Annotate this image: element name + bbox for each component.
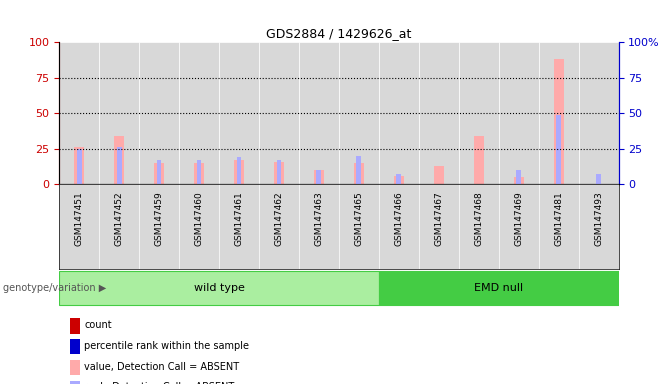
Text: GSM147466: GSM147466: [394, 191, 403, 246]
Bar: [556, 115, 561, 184]
Text: GSM147467: GSM147467: [434, 191, 443, 246]
Text: GSM147461: GSM147461: [234, 191, 243, 246]
Bar: [553, 59, 564, 184]
Bar: [474, 136, 484, 184]
Bar: [459, 42, 499, 184]
Text: GSM147469: GSM147469: [514, 191, 523, 246]
Bar: [74, 147, 84, 184]
Bar: [194, 163, 204, 184]
Bar: [70, 381, 80, 384]
Bar: [139, 42, 179, 184]
Text: GSM147452: GSM147452: [114, 191, 124, 246]
Bar: [70, 318, 80, 334]
Bar: [514, 177, 524, 184]
Bar: [99, 42, 139, 184]
Text: EMD null: EMD null: [474, 283, 523, 293]
Bar: [179, 42, 219, 184]
Bar: [393, 176, 404, 184]
Bar: [517, 170, 521, 184]
Text: GSM147468: GSM147468: [474, 191, 483, 246]
Bar: [59, 271, 379, 305]
Bar: [316, 170, 321, 184]
Bar: [116, 147, 122, 184]
Text: GSM147465: GSM147465: [355, 191, 363, 246]
Text: GSM147481: GSM147481: [554, 191, 563, 246]
Bar: [578, 42, 619, 184]
Bar: [114, 136, 124, 184]
Text: genotype/variation ▶: genotype/variation ▶: [3, 283, 107, 293]
Bar: [499, 42, 539, 184]
Bar: [434, 166, 443, 184]
Bar: [70, 360, 80, 375]
Text: percentile rank within the sample: percentile rank within the sample: [84, 341, 249, 351]
Bar: [70, 339, 80, 354]
Bar: [314, 170, 324, 184]
Title: GDS2884 / 1429626_at: GDS2884 / 1429626_at: [266, 26, 411, 40]
Bar: [396, 174, 401, 184]
Bar: [357, 156, 361, 184]
Text: GSM147460: GSM147460: [195, 191, 203, 246]
Bar: [154, 163, 164, 184]
Bar: [379, 42, 418, 184]
Bar: [259, 42, 299, 184]
Bar: [59, 42, 99, 184]
Bar: [596, 174, 601, 184]
Bar: [418, 42, 459, 184]
Bar: [234, 160, 244, 184]
Bar: [274, 162, 284, 184]
Bar: [299, 42, 339, 184]
Bar: [379, 271, 619, 305]
Bar: [539, 42, 578, 184]
Bar: [77, 149, 82, 184]
Bar: [219, 42, 259, 184]
Text: GSM147459: GSM147459: [155, 191, 164, 246]
Text: rank, Detection Call = ABSENT: rank, Detection Call = ABSENT: [84, 382, 235, 384]
Bar: [354, 163, 364, 184]
Text: GSM147463: GSM147463: [315, 191, 323, 246]
Text: GSM147451: GSM147451: [75, 191, 84, 246]
Bar: [237, 157, 241, 184]
Bar: [276, 160, 282, 184]
Text: count: count: [84, 320, 112, 330]
Text: GSM147462: GSM147462: [274, 191, 284, 246]
Text: wild type: wild type: [193, 283, 245, 293]
Text: GSM147493: GSM147493: [594, 191, 603, 246]
Bar: [197, 160, 201, 184]
Text: value, Detection Call = ABSENT: value, Detection Call = ABSENT: [84, 362, 240, 372]
Bar: [339, 42, 379, 184]
Bar: [157, 160, 161, 184]
